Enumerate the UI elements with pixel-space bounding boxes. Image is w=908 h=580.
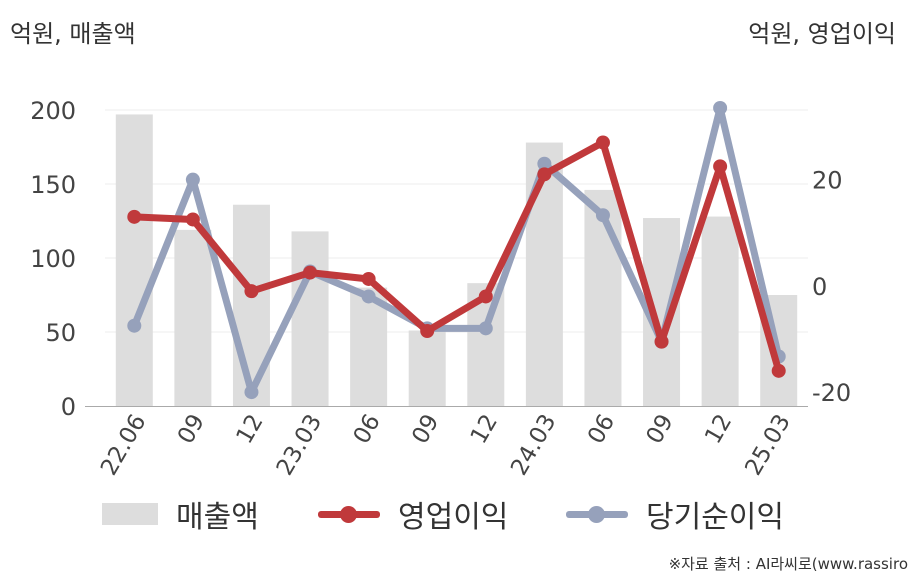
point-operating-profit-06 bbox=[361, 271, 376, 286]
point-net-income-24.03 bbox=[537, 156, 552, 171]
bar-24.03 bbox=[525, 142, 563, 406]
x-tick-label: 09 bbox=[407, 410, 444, 448]
point-net-income-06 bbox=[361, 289, 376, 304]
x-tick-label: 25.03 bbox=[740, 410, 795, 480]
bar-09 bbox=[174, 229, 212, 406]
y-right-tick-label: -20 bbox=[812, 379, 851, 407]
point-net-income-22.06 bbox=[127, 318, 142, 333]
y-left-tick-label: 150 bbox=[30, 171, 76, 199]
x-tick-label: 24.03 bbox=[506, 410, 561, 480]
line-operating-profit bbox=[130, 138, 783, 375]
legend-swatch-net-income bbox=[566, 503, 628, 525]
x-tick-label: 06 bbox=[583, 410, 620, 448]
point-net-income-09 bbox=[185, 172, 200, 187]
point-net-income-12 bbox=[713, 100, 728, 115]
legend-label-operating-profit: 영업이익 bbox=[398, 500, 509, 535]
legend-label-net-income: 당기순이익 bbox=[646, 500, 784, 535]
x-tick-label: 12 bbox=[700, 410, 737, 448]
bar-12 bbox=[232, 204, 270, 406]
bar-23.03 bbox=[291, 231, 329, 406]
point-operating-profit-22.06 bbox=[127, 209, 142, 224]
point-operating-profit-24.03 bbox=[537, 167, 552, 182]
line-series bbox=[127, 100, 786, 400]
bar-22.06 bbox=[115, 114, 153, 406]
right-axis-unit-label: 억원, 영업이익 bbox=[748, 20, 896, 48]
legend-swatch-revenue bbox=[102, 503, 158, 525]
point-operating-profit-09 bbox=[185, 212, 200, 227]
x-tick-label: 09 bbox=[173, 410, 210, 448]
left-axis-unit-label: 억원, 매출액 bbox=[10, 20, 136, 48]
y-left-tick-label: 100 bbox=[30, 245, 76, 273]
bar-12 bbox=[701, 216, 739, 406]
y-left-tick-label: 0 bbox=[61, 393, 76, 421]
legend-item-net-income: 당기순이익 bbox=[566, 492, 784, 536]
point-net-income-12 bbox=[478, 321, 493, 336]
point-operating-profit-23.03 bbox=[303, 265, 318, 280]
point-operating-profit-12 bbox=[713, 159, 728, 174]
point-operating-profit-09 bbox=[420, 324, 435, 338]
x-tick-label: 12 bbox=[231, 410, 268, 448]
x-tick-label: 22.06 bbox=[96, 410, 151, 480]
bar-series-revenue bbox=[115, 114, 798, 406]
point-operating-profit-12 bbox=[478, 289, 493, 304]
point-operating-profit-09 bbox=[654, 334, 669, 349]
x-tick-label: 12 bbox=[466, 410, 503, 448]
point-net-income-06 bbox=[595, 208, 610, 223]
y-right-tick-label: 20 bbox=[812, 167, 843, 195]
line-net-income bbox=[130, 104, 783, 396]
bar-06 bbox=[584, 189, 622, 406]
source-note: ※자료 출처 : AI라씨로(www.rassiro bbox=[668, 555, 908, 573]
bar-09 bbox=[408, 330, 446, 406]
point-net-income-12 bbox=[244, 385, 259, 400]
y-left-tick-label: 200 bbox=[30, 97, 76, 125]
bar-06 bbox=[350, 287, 388, 406]
x-tick-label: 06 bbox=[349, 410, 386, 448]
y-left-tick-label: 50 bbox=[45, 319, 76, 347]
legend-item-operating-profit: 영업이익 bbox=[318, 492, 508, 536]
x-tick-label: 09 bbox=[642, 410, 679, 448]
legend-swatch-operating-profit bbox=[318, 503, 380, 525]
y-right-tick-label: 0 bbox=[812, 273, 827, 301]
x-tick-label: 23.03 bbox=[272, 410, 327, 480]
point-operating-profit-25.03 bbox=[771, 363, 786, 378]
legend-label-revenue: 매출액 bbox=[176, 500, 259, 535]
point-operating-profit-12 bbox=[244, 284, 259, 299]
point-operating-profit-06 bbox=[595, 135, 610, 150]
legend: 매출액 영업이익 당기순이익 bbox=[0, 492, 908, 536]
legend-item-revenue: 매출액 bbox=[102, 492, 259, 536]
